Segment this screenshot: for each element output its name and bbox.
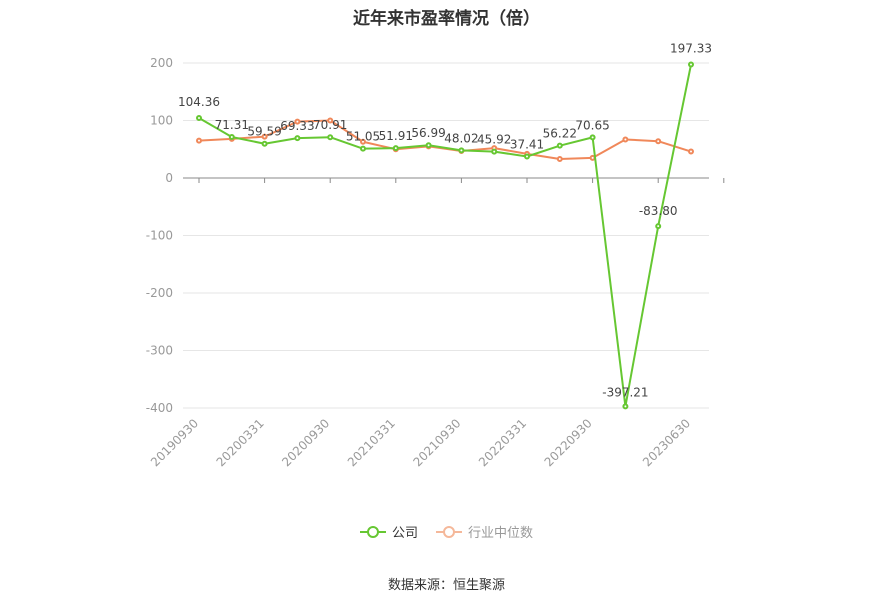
data-labels: 104.36 71.3159.5969.3370.9151.0551.9156.9… xyxy=(178,42,712,400)
data-label: 48.02 xyxy=(444,131,478,145)
x-tick-label: 20200930 xyxy=(279,416,332,469)
legend-item-industry[interactable]: 行业中位数 xyxy=(436,522,533,541)
data-point xyxy=(655,223,662,230)
grid-lines xyxy=(183,62,709,409)
y-tick-label: -400 xyxy=(146,401,173,415)
data-point xyxy=(294,135,301,142)
data-point xyxy=(360,145,366,152)
data-point xyxy=(261,140,268,147)
company-series xyxy=(196,61,694,410)
x-tick-label: 20210930 xyxy=(410,416,463,469)
data-point xyxy=(425,142,432,149)
x-axis: 20190930 20200331 20200930 20210331 20210930… xyxy=(148,177,725,469)
data-label: 104.36 xyxy=(178,95,220,109)
data-point xyxy=(655,138,662,145)
data-label: 69.33 xyxy=(280,119,314,133)
data-point xyxy=(228,133,235,140)
data-point xyxy=(196,137,202,144)
data-label: 59.59 xyxy=(247,125,281,139)
data-label: 70.91 xyxy=(313,118,347,132)
y-tick-label: -100 xyxy=(146,229,173,243)
legend: 公司 行业中位数 xyxy=(0,522,893,541)
data-point xyxy=(688,61,694,68)
data-point xyxy=(327,134,334,141)
data-point xyxy=(622,403,629,410)
data-source: 数据来源：恒生聚源 xyxy=(387,578,505,593)
y-tick-label: 200 xyxy=(150,56,173,70)
data-point xyxy=(360,138,366,145)
y-axis: 200 100 0 -100 -200 -300 -400 xyxy=(146,56,173,415)
data-label: 197.33 xyxy=(670,42,712,56)
data-label: 45.92 xyxy=(477,133,511,147)
series-line xyxy=(198,64,692,408)
legend-company-marker-icon xyxy=(359,525,386,539)
x-tick-label: 20230630 xyxy=(640,416,693,469)
legend-company-label: 公司 xyxy=(391,526,418,541)
data-point xyxy=(392,145,399,152)
y-tick-label: 0 xyxy=(165,171,173,185)
data-label: 37.41 xyxy=(510,137,544,151)
data-label: 51.05 xyxy=(346,130,380,144)
data-point xyxy=(688,148,694,155)
data-label: 56.99 xyxy=(411,126,445,140)
y-tick-label: 100 xyxy=(150,114,173,128)
data-point xyxy=(622,136,629,143)
data-point xyxy=(196,114,202,121)
legend-industry-marker-icon xyxy=(436,525,462,539)
data-label: 51.91 xyxy=(379,129,413,143)
x-tick-label: 20200331 xyxy=(214,416,267,469)
data-point xyxy=(524,153,530,160)
x-tick-label: 20220331 xyxy=(476,416,529,469)
data-point xyxy=(556,142,563,149)
x-tick-label: 20220930 xyxy=(542,416,595,469)
data-point xyxy=(261,133,268,140)
data-point xyxy=(556,156,563,163)
data-label: 70.65 xyxy=(575,118,609,132)
y-tick-label: -300 xyxy=(146,344,173,358)
data-point xyxy=(294,118,301,125)
data-label: -83.80 xyxy=(639,204,678,218)
data-point xyxy=(327,117,334,124)
data-point xyxy=(589,134,596,141)
y-tick-label: -200 xyxy=(146,286,173,300)
data-point xyxy=(491,148,498,155)
data-label: 56.22 xyxy=(543,127,577,141)
legend-industry-label: 行业中位数 xyxy=(468,526,534,541)
data-label: 71.31 xyxy=(215,118,249,132)
data-point xyxy=(458,147,465,154)
legend-item-company[interactable]: 公司 xyxy=(359,522,418,541)
line-chart: 200 100 0 -100 -200 -300 -400 20190930 20200331… xyxy=(146,42,725,469)
x-tick-label: 20210331 xyxy=(345,416,398,469)
data-label: -397.21 xyxy=(602,385,648,399)
chart-title: 近年来市盈率情况（倍） xyxy=(353,9,540,29)
x-tick-label: 20190930 xyxy=(148,416,201,469)
